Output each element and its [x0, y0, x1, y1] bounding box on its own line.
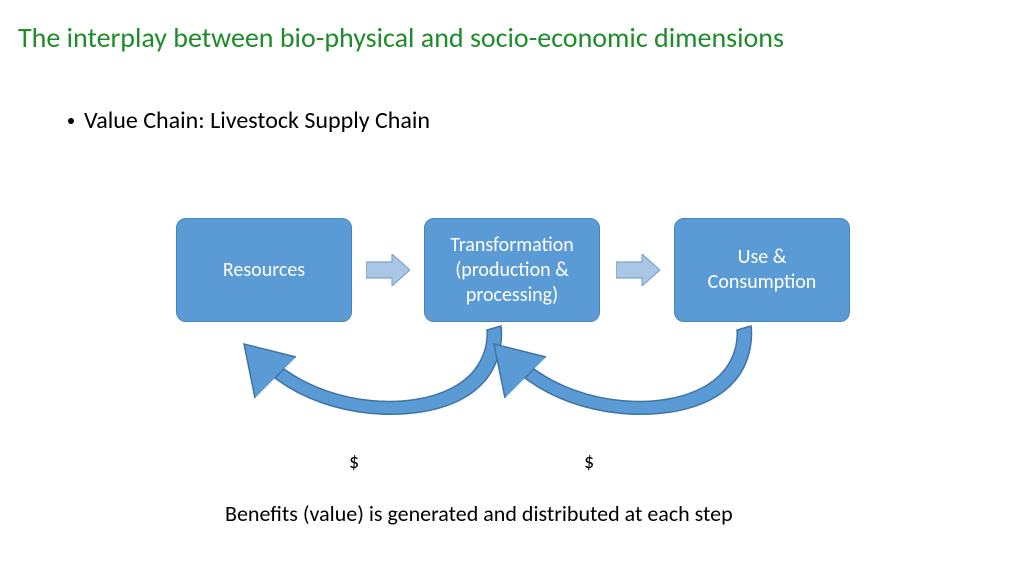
bullet-text: Value Chain: Livestock Supply Chain [84, 106, 430, 135]
forward-arrow-1-icon [366, 254, 410, 286]
feedback-arrow-2-icon [470, 320, 770, 440]
caption-text: Benefits (value) is generated and distri… [225, 500, 733, 527]
bullet-dot-icon [68, 118, 74, 124]
dollar-sign-1: $ [349, 450, 359, 474]
slide-title: The interplay between bio-physical and s… [18, 20, 784, 55]
forward-arrow-2-icon [616, 254, 660, 286]
flow-node-transformation: Transformation (production & processing) [424, 218, 600, 322]
bullet-item: Value Chain: Livestock Supply Chain [68, 106, 430, 135]
flow-node-resources: Resources [176, 218, 352, 322]
flow-node-use: Use & Consumption [674, 218, 850, 322]
dollar-sign-2: $ [584, 450, 594, 474]
